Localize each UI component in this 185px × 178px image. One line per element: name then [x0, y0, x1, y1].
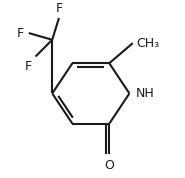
Text: F: F — [17, 27, 24, 40]
Text: CH₃: CH₃ — [136, 37, 159, 50]
Text: F: F — [25, 60, 32, 73]
Text: F: F — [55, 2, 63, 15]
Text: O: O — [104, 159, 114, 172]
Text: NH: NH — [136, 87, 155, 100]
